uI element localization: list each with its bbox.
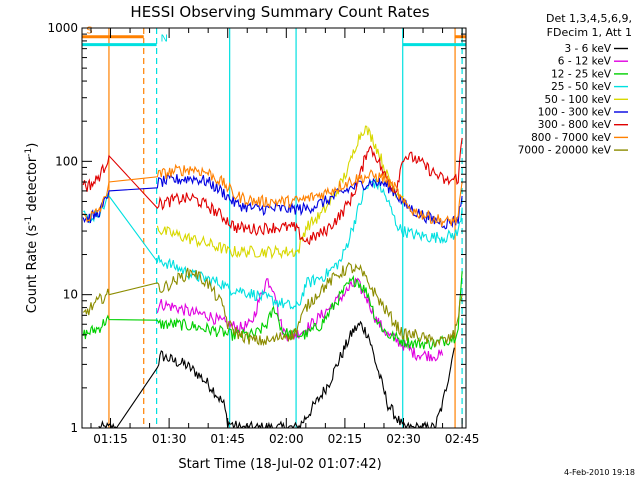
series-line xyxy=(98,320,455,428)
legend-entry-label: 12 - 25 keV xyxy=(551,68,612,80)
x-tick-label: 01:45 xyxy=(210,432,245,446)
legend-title-line1: Det 1,3,4,5,6,9, xyxy=(546,12,632,25)
y-tick-label: 1000 xyxy=(47,21,78,35)
series-lines xyxy=(82,125,463,428)
legend-entry-label: 6 - 12 keV xyxy=(558,56,612,68)
y-axis-label: Count Rate (s-1 detector-1) xyxy=(24,143,40,314)
y-axis-ticks: 1 10 100 1000 xyxy=(47,21,466,435)
x-tick-label: 02:15 xyxy=(328,432,363,446)
legend-entry-label: 800 - 7000 keV xyxy=(531,132,612,144)
series-line xyxy=(156,125,404,260)
legend-entry-label: 7000 - 20000 keV xyxy=(518,145,612,157)
legend-entry-label: 50 - 100 keV xyxy=(544,94,611,106)
legend: Det 1,3,4,5,6,9, FDecim 1, Att 1 3 - 6 k… xyxy=(518,12,632,157)
series-line xyxy=(156,277,444,362)
legend-entry-label: 100 - 300 keV xyxy=(538,107,612,119)
y-tick-label: 100 xyxy=(55,154,78,168)
y-tick-label: 1 xyxy=(70,421,78,435)
plot-frame xyxy=(81,27,467,429)
y-axis-label-main: Count Rate (s xyxy=(25,225,40,314)
y-axis-label-sup2: -1 xyxy=(24,148,34,157)
legend-title-line2: FDecim 1, Att 1 xyxy=(547,26,632,39)
y-axis-label-mid: detector xyxy=(25,156,40,216)
y-axis-label-sup1: -1 xyxy=(24,216,34,225)
legend-entry-label: 300 - 800 keV xyxy=(538,119,612,131)
chart-title: HESSI Observing Summary Count Rates xyxy=(130,3,429,21)
series-line xyxy=(82,173,463,230)
y-tick-label: 10 xyxy=(63,288,78,302)
x-tick-label: 01:30 xyxy=(152,432,187,446)
vertical-markers xyxy=(108,28,463,428)
x-tick-label: 02:30 xyxy=(386,432,421,446)
series-line xyxy=(82,137,463,246)
legend-entry-label: 3 - 6 keV xyxy=(564,43,611,55)
x-tick-label: 01:15 xyxy=(93,432,128,446)
x-axis-label: Start Time (18-Jul-02 01:07:42) xyxy=(178,457,381,472)
series-line xyxy=(82,163,463,227)
x-axis-ticks: 01:15 01:30 01:45 02:00 02:15 02:30 02:45 xyxy=(90,28,480,446)
series-line xyxy=(82,271,463,350)
flag-label: S xyxy=(86,26,92,37)
series-line xyxy=(82,261,463,347)
x-tick-label: 02:45 xyxy=(445,432,480,446)
legend-entry-label: 25 - 50 keV xyxy=(551,81,612,93)
y-axis-label-end: ) xyxy=(25,143,40,148)
flag-bars: SN xyxy=(82,26,466,47)
x-tick-label: 02:00 xyxy=(269,432,304,446)
flag-label: N xyxy=(161,34,168,45)
timestamp: 4-Feb-2010 19:18 xyxy=(564,468,635,477)
